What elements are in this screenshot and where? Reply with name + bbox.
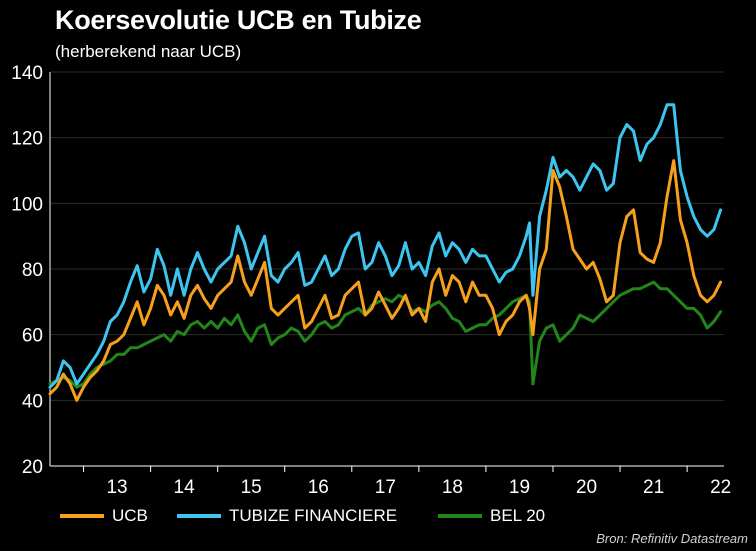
x-tick-label-22: 22 (710, 477, 731, 498)
legend: UCB TUBIZE FINANCIERE BEL 20 (60, 505, 560, 527)
x-tick-label-14: 14 (174, 477, 196, 498)
y-tick-label-100: 100 (11, 194, 43, 215)
x-tick-label-17: 17 (375, 477, 396, 498)
chart-title: Koersevolutie UCB en Tubize (55, 5, 422, 35)
x-tick-label-18: 18 (442, 477, 463, 498)
source-note: Bron: Refinitiv Datastream (596, 531, 748, 546)
y-tick-label-80: 80 (22, 260, 43, 281)
y-tick-label-20: 20 (22, 457, 43, 478)
legend-item-bel20: BEL 20 (438, 505, 545, 527)
y-tick-label-120: 120 (11, 129, 43, 150)
series-line-tubize-financiere (48, 103, 723, 389)
axes: 20 40 60 80 100 120 140 13 14 15 16 17 18 19 20 21 22 (11, 63, 731, 498)
gridlines (50, 71, 724, 401)
x-tick-label-15: 15 (241, 477, 262, 498)
chart-subtitle: (herberekend naar UCB) (55, 42, 242, 61)
legend-swatch-bel20 (438, 514, 482, 518)
x-tick-label-21: 21 (643, 477, 664, 498)
y-tick-label-60: 60 (22, 326, 43, 347)
y-tick-label-40: 40 (22, 391, 43, 412)
series-line-ucb (48, 159, 723, 402)
legend-label-tubize: TUBIZE FINANCIERE (229, 506, 398, 525)
x-tick-label-13: 13 (106, 477, 127, 498)
series-lines (48, 103, 723, 402)
legend-item-ucb: UCB (60, 505, 148, 527)
legend-label-bel20: BEL 20 (490, 506, 546, 525)
legend-label-ucb: UCB (112, 506, 148, 525)
x-tick-label-20: 20 (576, 477, 597, 498)
legend-swatch-tubize (177, 514, 221, 518)
legend-item-tubize: TUBIZE FINANCIERE (177, 505, 397, 527)
y-tick-label-140: 140 (11, 63, 43, 84)
x-tick-label-19: 19 (509, 477, 530, 498)
x-tick-label-16: 16 (308, 477, 329, 498)
series-line-bel-20 (48, 280, 723, 389)
legend-swatch-ucb (60, 514, 104, 518)
